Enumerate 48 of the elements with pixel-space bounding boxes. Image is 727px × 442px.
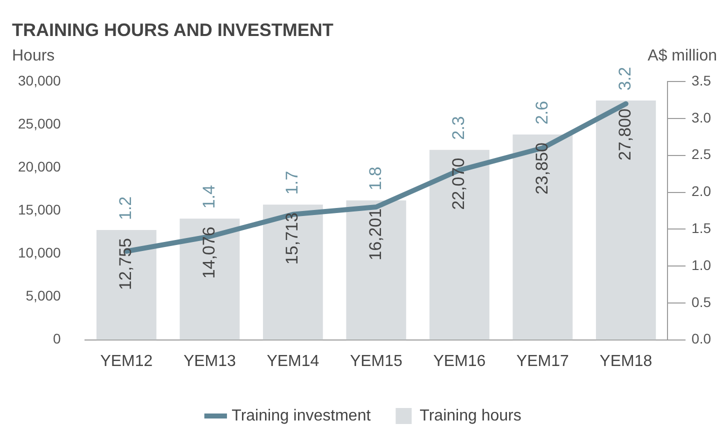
y2-tick-label: 2.0 xyxy=(692,183,712,200)
x-tick-label: YEM16 xyxy=(433,352,486,370)
x-tick-label: YEM15 xyxy=(350,352,403,370)
x-tick-label: YEM13 xyxy=(183,352,236,370)
x-tick-label: YEM12 xyxy=(100,352,153,370)
y2-tick-label: 1.0 xyxy=(692,256,712,273)
data-label: 14,076 xyxy=(199,226,218,279)
y2-tick-label: 0.0 xyxy=(692,330,712,347)
data-label: 22,070 xyxy=(449,158,468,210)
bar xyxy=(262,204,323,340)
y2-tick-label: 1.5 xyxy=(692,220,712,236)
data-label: 12,755 xyxy=(116,238,136,290)
data-label: 1.8 xyxy=(366,166,385,190)
y2-axis-title: A$ million xyxy=(648,47,717,64)
x-tick-label: YEM18 xyxy=(600,352,652,370)
bar xyxy=(512,134,573,340)
data-label: 1.2 xyxy=(116,196,136,220)
x-tick-label: YEM14 xyxy=(266,352,320,370)
bar xyxy=(96,230,156,340)
data-label: 15,713 xyxy=(282,212,302,265)
y2-tick-label: 3.0 xyxy=(692,109,712,126)
data-label: 3.2 xyxy=(616,66,635,91)
chart-title: TRAINING HOURS AND INVESTMENT xyxy=(12,20,334,40)
data-label: 16,201 xyxy=(366,208,385,260)
data-label: 23,850 xyxy=(532,142,552,195)
legend-label: Training investment xyxy=(232,407,372,424)
bar xyxy=(596,100,656,340)
data-label: 1.4 xyxy=(199,185,218,209)
data-label: 2.3 xyxy=(449,116,468,140)
data-label: 2.6 xyxy=(532,100,552,125)
y-tick-label: 10,000 xyxy=(18,244,62,261)
y2-tick-label: 0.5 xyxy=(692,294,712,310)
y-tick-label: 0 xyxy=(53,330,62,347)
x-tick-label: YEM17 xyxy=(516,352,570,370)
y2-tick-label: 2.5 xyxy=(692,146,712,162)
data-label: 1.7 xyxy=(282,170,302,195)
data-label: 27,800 xyxy=(616,108,635,161)
bar xyxy=(180,218,240,340)
y-tick-label: 20,000 xyxy=(18,158,62,175)
bar xyxy=(429,150,490,340)
y2-tick-label: 3.5 xyxy=(692,72,712,88)
bar xyxy=(346,200,406,340)
y-tick-label: 15,000 xyxy=(18,202,62,218)
y-tick-label: 25,000 xyxy=(18,115,62,132)
y-axis-title: Hours xyxy=(12,47,55,64)
y-tick-label: 30,000 xyxy=(18,72,62,88)
y-tick-label: 5,000 xyxy=(26,288,62,304)
legend-label: Training hours xyxy=(420,407,522,424)
